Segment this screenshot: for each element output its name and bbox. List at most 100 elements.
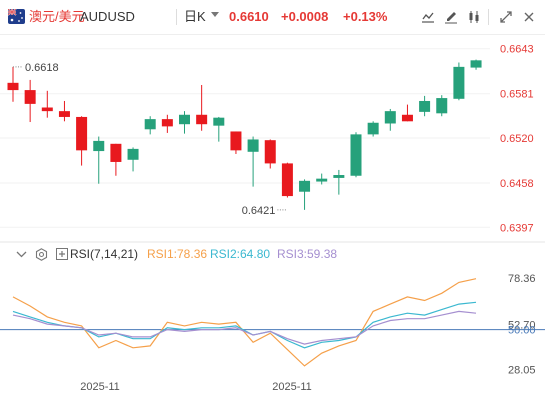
candle [316, 173, 328, 185]
rsi-indicator-name: RSI(7,14,21) [70, 247, 139, 261]
candle [333, 169, 345, 195]
period-selector[interactable]: 日K [184, 9, 206, 24]
candle-body [264, 140, 276, 164]
time-axis: 2025-11 2025-11 [80, 381, 312, 393]
candle-body [93, 140, 105, 152]
rsi-line-rsi1 [12, 278, 477, 367]
candlestick-series [7, 59, 482, 210]
currency-pair-name: 澳元/美元 [29, 9, 85, 24]
australia-flag-icon [8, 9, 25, 24]
chart-header: 澳元/美元 AUDUSD 日K 0.6610 +0.0008 +0.13% [0, 0, 545, 35]
candle-body [41, 107, 53, 112]
rsi3-value: RSI3:59.38 [277, 247, 338, 261]
rsi-header: RSI(7,14,21) RSI1:78.36 RSI2:64.80 RSI3:… [0, 244, 545, 264]
price-grid [0, 48, 490, 228]
indicator-tool-button[interactable] [464, 7, 484, 27]
collapse-chevron-icon[interactable] [16, 249, 27, 260]
toolbar-divider [488, 9, 489, 25]
draw-tool-icon [445, 12, 457, 24]
add-indicator-icon[interactable] [56, 248, 68, 260]
rsi-tick-label: 78.36 [508, 273, 536, 285]
candle [436, 95, 448, 117]
candle-body [58, 111, 70, 117]
line-tool-button[interactable] [418, 7, 438, 27]
candle [213, 116, 225, 142]
candle [58, 100, 70, 122]
candle [161, 114, 173, 133]
candle [384, 108, 396, 131]
price-annotations: 0.6618 0.6421 [13, 62, 288, 217]
candle-body [161, 119, 173, 127]
candle [299, 179, 311, 210]
candle [196, 85, 208, 131]
draw-tool-button[interactable] [441, 7, 461, 27]
rsi-tick-label: 50.00 [508, 325, 536, 337]
candle [24, 79, 36, 123]
candle-body [127, 148, 139, 160]
candle-body [230, 131, 242, 151]
candle-body [281, 163, 293, 197]
rsi2-value: RSI2:64.80 [210, 247, 271, 261]
line-tool-icon [422, 12, 434, 23]
candle [247, 136, 259, 187]
close-button[interactable] [519, 7, 539, 27]
candle [350, 132, 362, 178]
candle [93, 136, 105, 184]
candle-body [213, 117, 225, 126]
candle [144, 116, 156, 135]
candle [264, 139, 276, 169]
candle-body [110, 143, 122, 162]
price-tick-label: 0.6458 [500, 178, 534, 190]
last-price: 0.6610 [229, 9, 269, 24]
candle-body [144, 119, 156, 130]
price-axis: 0.6643 0.6581 0.6520 0.6458 0.6397 [500, 44, 534, 235]
candle [76, 116, 88, 166]
candle-body [453, 66, 465, 99]
candle [281, 162, 293, 198]
price-tick-label: 0.6520 [500, 133, 534, 145]
candle-body [367, 122, 379, 135]
candle-body [470, 60, 482, 68]
symbol-code: AUDUSD [80, 9, 135, 24]
candle-body [299, 180, 311, 192]
time-tick-label: 2025-11 [80, 381, 120, 393]
price-tick-label: 0.6581 [500, 89, 534, 101]
chevron-down-icon[interactable] [211, 12, 219, 17]
candle-body [350, 134, 362, 176]
candle-body [196, 114, 208, 125]
rsi-tick-label: 52.70 [508, 320, 536, 332]
candle [453, 62, 465, 101]
price-change: +0.0008 [281, 9, 329, 24]
candle-body [179, 114, 190, 125]
candle [470, 59, 482, 70]
candle [127, 147, 139, 172]
candle-body [436, 98, 448, 114]
price-tick-label: 0.6397 [500, 222, 534, 234]
time-tick-label: 2025-11 [272, 381, 312, 393]
candle [179, 111, 190, 134]
expand-button[interactable] [496, 7, 516, 27]
rsi-series [12, 278, 477, 367]
candle-body [7, 82, 19, 91]
candle [7, 66, 19, 102]
candle-body [401, 114, 413, 122]
rsi-line-rsi3 [12, 310, 477, 345]
indicator-tool-icon [469, 11, 479, 23]
candle [401, 104, 413, 122]
candle [367, 121, 379, 137]
candle [41, 90, 53, 118]
candle-body [24, 90, 36, 104]
candle-body [316, 178, 328, 182]
candle-body [333, 175, 345, 178]
candle-body [76, 116, 88, 151]
header-divider [176, 9, 177, 25]
candle [230, 131, 242, 154]
rsi-line-rsi2 [12, 301, 477, 349]
candle-body [247, 139, 259, 152]
expand-icon [500, 11, 512, 23]
high-marker-label: 0.6618 [25, 62, 59, 74]
price-change-percent: +0.13% [343, 9, 388, 24]
settings-icon[interactable] [35, 248, 48, 261]
